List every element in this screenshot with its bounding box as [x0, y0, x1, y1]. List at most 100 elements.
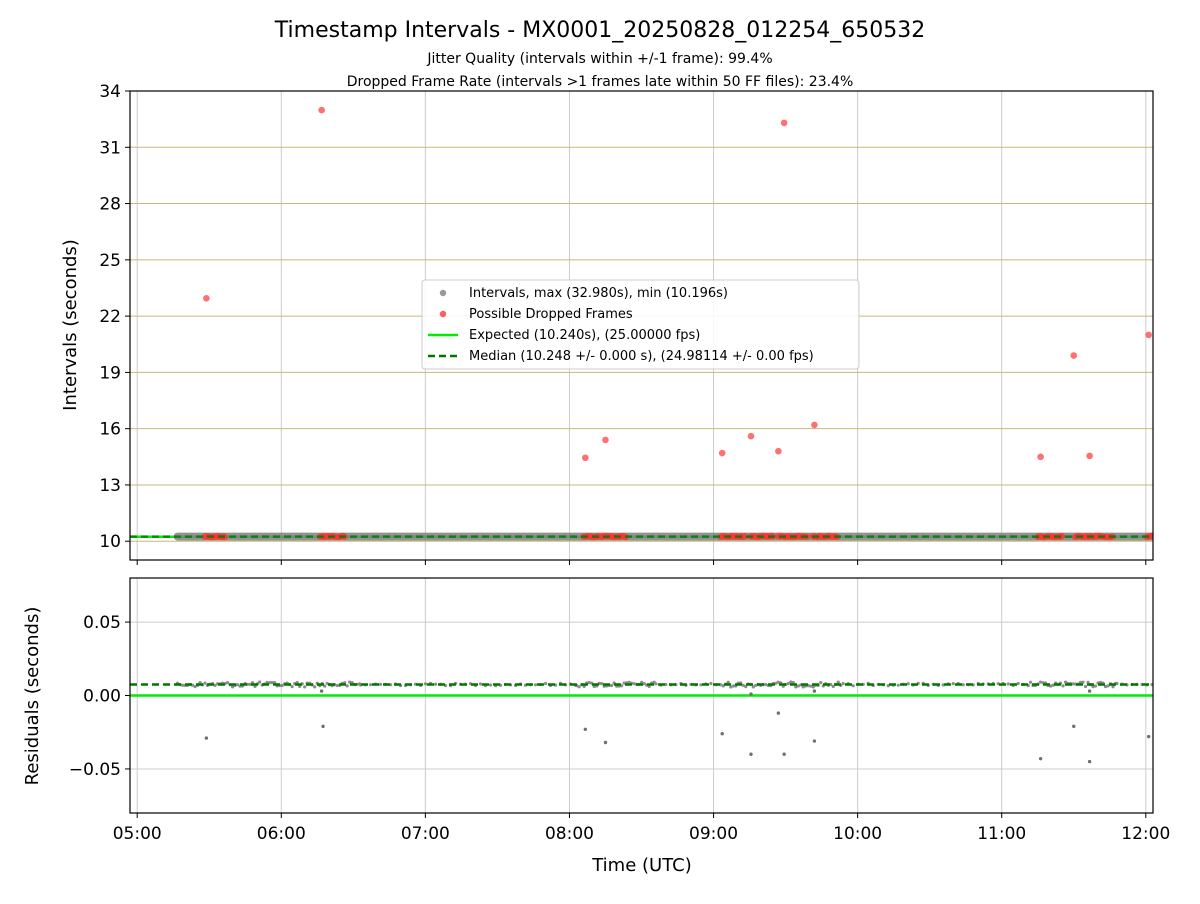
- bottom-plot-area: [130, 680, 1153, 764]
- bottom-ytick-label: 0.00: [83, 687, 121, 707]
- residual-point: [533, 683, 538, 687]
- residual-point: [1078, 680, 1083, 684]
- residual-outlier-point: [1087, 689, 1092, 693]
- top-ytick-label: 34: [99, 82, 121, 102]
- residual-point: [951, 682, 955, 686]
- residual-point: [1093, 684, 1098, 688]
- residual-point: [1028, 680, 1033, 684]
- top-ytick-label: 31: [99, 138, 121, 158]
- residual-point: [764, 682, 768, 687]
- legend-intervals-label: Intervals, max (32.980s), min (10.196s): [469, 286, 728, 301]
- residual-point: [731, 684, 735, 688]
- dropped-frame-point: [318, 106, 325, 114]
- residual-point: [248, 682, 252, 686]
- bottom-ytick-label: −0.05: [69, 760, 121, 780]
- xtick-label: 12:00: [1121, 824, 1170, 844]
- residual-point: [851, 684, 855, 688]
- residual-point: [789, 680, 793, 684]
- residual-point: [290, 685, 294, 689]
- dropped-frame-point: [582, 454, 589, 462]
- residual-point: [587, 681, 591, 685]
- legend-expected-label: Expected (10.240s), (25.00000 fps): [469, 328, 700, 343]
- residual-point: [836, 680, 840, 684]
- residual-point: [270, 680, 274, 685]
- residual-outlier-point: [1146, 734, 1151, 739]
- residual-point: [478, 682, 483, 686]
- residual-point: [258, 680, 262, 684]
- residual-point: [809, 684, 813, 688]
- legend: Intervals, max (32.980s), min (10.196s) …: [421, 279, 860, 370]
- dropped-frame-point: [775, 447, 782, 455]
- residual-point: [1150, 682, 1153, 687]
- residual-point: [709, 681, 713, 686]
- residual-point: [348, 680, 352, 684]
- residual-point: [1103, 684, 1108, 689]
- xtick-label: 07:00: [401, 824, 450, 844]
- residual-point: [794, 685, 798, 689]
- residual-outlier-point: [782, 752, 786, 756]
- residual-point: [654, 682, 658, 686]
- residual-point: [230, 685, 235, 689]
- chart-subtitle-jitter: Jitter Quality (intervals within +/-1 fr…: [426, 51, 772, 67]
- residual-point: [1051, 683, 1055, 687]
- residual-point: [961, 683, 965, 687]
- residual-point: [729, 685, 733, 689]
- xtick-label: 05:00: [113, 824, 162, 844]
- residual-point: [896, 683, 900, 687]
- residual-point: [335, 683, 339, 688]
- residual-point: [776, 680, 780, 684]
- top-ytick-label: 28: [99, 195, 121, 215]
- xtick-label: 11:00: [977, 824, 1026, 844]
- residual-point: [796, 684, 800, 688]
- residual-point: [1098, 680, 1103, 684]
- residual-point: [600, 682, 604, 686]
- residual-point: [1063, 680, 1068, 684]
- residual-outlier-point: [812, 739, 817, 743]
- residual-outlier-point: [1087, 759, 1092, 764]
- residual-point: [180, 683, 185, 687]
- dropped-frame-point: [1145, 331, 1152, 339]
- top-ylabel: Intervals (seconds): [60, 239, 81, 411]
- residual-point: [1071, 682, 1075, 686]
- residual-point: [1006, 682, 1010, 686]
- top-axes-frame: [129, 90, 1154, 561]
- top-ytick-label: 16: [99, 420, 121, 440]
- residual-point: [754, 683, 758, 687]
- residual-point: [1115, 681, 1119, 686]
- dropped-frame-point: [203, 294, 210, 302]
- residual-point: [423, 682, 428, 686]
- residual-point: [313, 685, 317, 689]
- residual-outlier-point: [749, 692, 753, 696]
- dropped-frame-point: [718, 449, 726, 457]
- residual-point: [213, 683, 217, 688]
- residual-point: [744, 685, 748, 689]
- residual-outlier-point: [321, 724, 325, 729]
- top-ytick-label: 13: [99, 476, 121, 496]
- residual-point: [751, 685, 755, 689]
- residual-outlier-point: [1038, 756, 1043, 761]
- residual-point: [642, 682, 646, 686]
- residual-outlier-point: [1072, 724, 1076, 729]
- residual-point: [786, 682, 790, 686]
- bottom-ylabel: Residuals (seconds): [22, 607, 43, 786]
- residual-point: [741, 683, 745, 687]
- chart-subtitle-dropped: Dropped Frame Rate (intervals >1 frames …: [347, 74, 854, 90]
- residual-point: [1091, 685, 1095, 689]
- dropped-frame-point: [1070, 352, 1078, 359]
- residual-outlier-point: [603, 740, 608, 745]
- residual-point: [1111, 685, 1115, 689]
- top-ytick-label: 22: [99, 307, 121, 327]
- residual-outlier-point: [776, 711, 781, 715]
- dropped-frame-point: [602, 436, 609, 444]
- residual-point: [280, 683, 284, 688]
- bottom-ytick-label: 0.05: [83, 613, 121, 633]
- xlabel: Time (UTC): [591, 855, 692, 876]
- residual-point: [1083, 684, 1088, 689]
- residual-point: [627, 680, 631, 685]
- residual-point: [1061, 684, 1065, 688]
- legend-intervals-marker: [439, 289, 447, 297]
- residual-point: [726, 680, 730, 684]
- residual-point: [622, 681, 626, 685]
- chart-title: Timestamp Intervals - MX0001_20250828_01…: [274, 18, 925, 43]
